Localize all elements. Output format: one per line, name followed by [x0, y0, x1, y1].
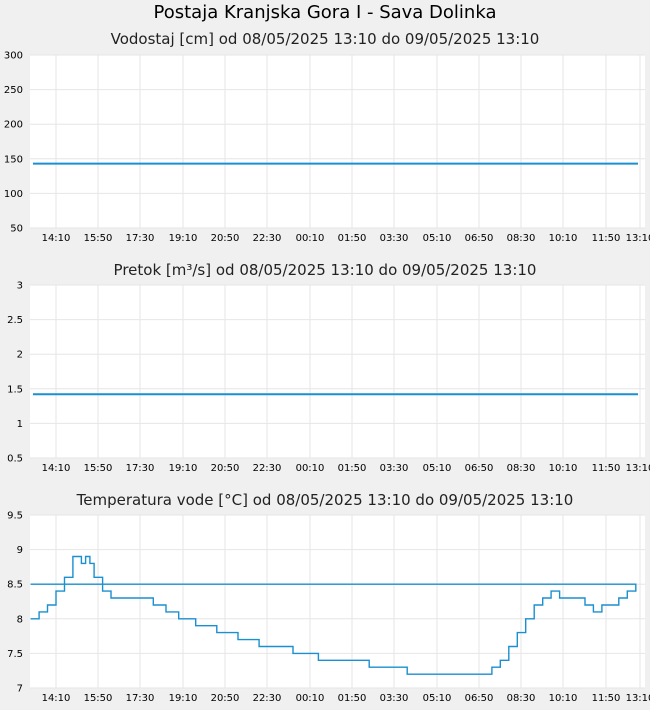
y-tick-label: 200 — [4, 120, 23, 131]
y-tick-label: 1.5 — [7, 384, 23, 395]
y-tick-label: 9 — [17, 545, 23, 556]
y-tick-label: 8 — [17, 614, 23, 625]
x-tick-label: 05:10 — [423, 233, 452, 244]
x-tick-label: 08:30 — [507, 233, 536, 244]
y-tick-label: 150 — [4, 154, 23, 165]
x-tick-label: 01:50 — [338, 233, 367, 244]
x-tick-label: 06:50 — [465, 233, 494, 244]
x-tick-label: 22:30 — [253, 233, 282, 244]
x-tick-label: 17:30 — [126, 233, 155, 244]
x-tick-label: 03:30 — [380, 233, 409, 244]
y-tick-label: 50 — [10, 224, 23, 235]
y-tick-label: 7.5 — [7, 649, 23, 660]
x-tick-label: 10:10 — [549, 693, 578, 704]
x-tick-label: 10:10 — [549, 463, 578, 474]
series-line — [30, 555, 637, 675]
x-tick-label: 00:10 — [296, 233, 325, 244]
y-tick-label: 8.5 — [7, 580, 23, 591]
x-tick-label: 05:10 — [423, 463, 452, 474]
x-tick-label: 17:30 — [126, 463, 155, 474]
x-tick-label: 08:30 — [507, 463, 536, 474]
x-tick-label: 15:50 — [84, 463, 113, 474]
x-tick-label: 15:50 — [84, 233, 113, 244]
plot-area — [30, 285, 645, 458]
chart-title-water-level: Vodostaj [cm] od 08/05/2025 13:10 do 09/… — [110, 30, 540, 48]
page-title: Postaja Kranjska Gora I - Sava Dolinka — [153, 2, 497, 23]
y-tick-label: 2.5 — [7, 315, 23, 326]
x-tick-label: 08:30 — [507, 693, 536, 704]
plot-area — [30, 55, 645, 228]
x-tick-label: 22:30 — [253, 693, 282, 704]
x-tick-label: 14:10 — [42, 233, 71, 244]
flow-chart: 3 2.5 2 1.5 1 0.5 14:10 15:50 17:30 19:10 20:50 22:… — [7, 281, 650, 475]
chart-title-water-temperature: Temperatura vode [°C] od 08/05/2025 13:1… — [76, 491, 574, 509]
y-tick-label: 300 — [4, 51, 23, 62]
x-tick-label: 00:10 — [296, 693, 325, 704]
x-tick-label: 00:10 — [296, 463, 325, 474]
x-tick-label: 17:30 — [126, 693, 155, 704]
x-tick-label: 19:10 — [169, 463, 198, 474]
chart-title-flow: Pretok [m³/s] od 08/05/2025 13:10 do 09/… — [113, 261, 537, 279]
y-tick-label: 3 — [17, 281, 23, 292]
y-tick-label: 9.5 — [7, 511, 23, 522]
x-tick-label: 06:50 — [465, 693, 494, 704]
x-tick-label: 13:10 — [626, 233, 650, 244]
x-tick-label: 13:10 — [626, 693, 650, 704]
x-tick-label: 01:50 — [338, 693, 367, 704]
x-tick-label: 03:30 — [380, 463, 409, 474]
x-tick-label: 14:10 — [42, 693, 71, 704]
x-tick-label: 20:50 — [211, 463, 240, 474]
y-tick-label: 2 — [17, 350, 23, 361]
y-tick-label: 100 — [4, 189, 23, 200]
x-tick-label: 14:10 — [42, 463, 71, 474]
water-level-chart: 300 250 200 150 100 50 14:10 15:50 17:30 19:10 20:… — [4, 51, 650, 245]
x-tick-label: 20:50 — [211, 233, 240, 244]
x-tick-label: 11:50 — [592, 463, 621, 474]
y-tick-label: 250 — [4, 85, 23, 96]
x-tick-label: 11:50 — [592, 693, 621, 704]
x-tick-label: 05:10 — [423, 693, 452, 704]
x-tick-label: 19:10 — [169, 233, 198, 244]
x-tick-label: 11:50 — [592, 233, 621, 244]
y-tick-label: 1 — [17, 419, 23, 430]
x-tick-label: 03:30 — [380, 693, 409, 704]
x-tick-label: 19:10 — [169, 693, 198, 704]
x-tick-label: 13:10 — [626, 463, 650, 474]
y-tick-label: 7 — [17, 684, 23, 695]
x-tick-label: 15:50 — [84, 693, 113, 704]
x-tick-label: 22:30 — [253, 463, 282, 474]
x-tick-label: 10:10 — [549, 233, 578, 244]
x-tick-label: 06:50 — [465, 463, 494, 474]
plot-area — [30, 515, 645, 688]
x-tick-label: 20:50 — [211, 693, 240, 704]
y-tick-label: 0.5 — [7, 454, 23, 465]
x-tick-label: 01:50 — [338, 463, 367, 474]
